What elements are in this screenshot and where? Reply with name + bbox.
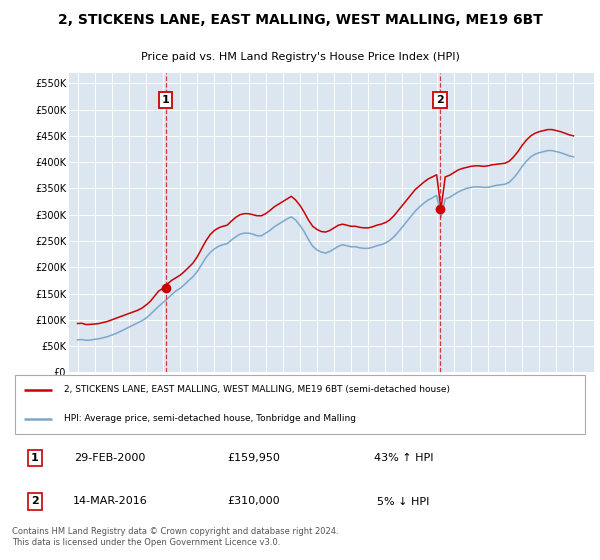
Text: 2, STICKENS LANE, EAST MALLING, WEST MALLING, ME19 6BT: 2, STICKENS LANE, EAST MALLING, WEST MAL…	[58, 13, 542, 27]
Text: 29-FEB-2000: 29-FEB-2000	[74, 453, 146, 463]
Text: 43% ↑ HPI: 43% ↑ HPI	[374, 453, 433, 463]
Text: Contains HM Land Registry data © Crown copyright and database right 2024.
This d: Contains HM Land Registry data © Crown c…	[12, 527, 338, 547]
Text: 2, STICKENS LANE, EAST MALLING, WEST MALLING, ME19 6BT (semi-detached house): 2, STICKENS LANE, EAST MALLING, WEST MAL…	[64, 385, 450, 394]
Text: £310,000: £310,000	[227, 497, 280, 506]
Text: 2: 2	[436, 95, 444, 105]
Text: 1: 1	[162, 95, 170, 105]
Text: 2: 2	[31, 497, 39, 506]
Text: 14-MAR-2016: 14-MAR-2016	[73, 497, 147, 506]
Text: £159,950: £159,950	[227, 453, 280, 463]
Text: 5% ↓ HPI: 5% ↓ HPI	[377, 497, 430, 506]
Text: 1: 1	[31, 453, 39, 463]
Text: Price paid vs. HM Land Registry's House Price Index (HPI): Price paid vs. HM Land Registry's House …	[140, 52, 460, 62]
Text: HPI: Average price, semi-detached house, Tonbridge and Malling: HPI: Average price, semi-detached house,…	[64, 414, 356, 423]
FancyBboxPatch shape	[15, 375, 585, 434]
